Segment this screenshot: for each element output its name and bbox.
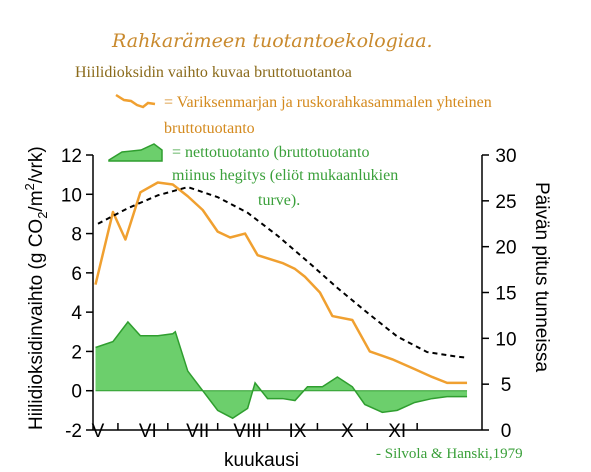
right-tick-label: 10 [495,329,516,350]
left-tick-label: 2 [71,342,82,363]
gross-line [94,181,468,385]
x-axis-label: kuukausi [224,450,299,471]
month-label: V [92,421,105,442]
left-tick-label: 6 [71,264,82,285]
legend-gross-label-2: bruttotuotanto [164,120,255,137]
month-label: VI [139,421,157,442]
left-axis-ticks: -2 0 2 4 6 8 10 12 [61,146,93,442]
chart-title: Rahkarämeen tuotantoekologiaa. [111,30,433,52]
bottom-axis: V VI VII VIII IX X XI [92,421,482,442]
right-tick-label: 0 [501,421,512,442]
right-axis: 0 5 10 15 20 25 30 [481,146,517,442]
source-credit: - Silvola & Hanski,1979 [376,446,523,462]
chart-subtitle: Hiilidioksidin vaihto kuvaa bruttotuotan… [75,64,352,81]
right-tick-label: 15 [495,284,516,305]
y-axis-label: Hiilidioksidinvaihto (g CO2/m2/vrk) [22,146,50,430]
month-label: VII [186,421,209,442]
right-tick-label: 20 [495,238,516,259]
legend-net-label-2: miinus hegitys (eliöt mukaanlukien [172,167,398,184]
legend-gross-swatch [115,93,156,109]
right-tick-label: 5 [501,375,512,396]
left-tick-label: 0 [71,382,82,403]
legend-gross-label: = Variksenmarjan ja ruskorahkasammalen y… [164,94,492,111]
net-line [95,320,468,420]
right-axis-ticks: 0 5 10 15 20 25 30 [482,146,517,442]
left-axis: -2 0 2 4 6 8 10 12 [61,146,94,442]
left-tick-label: 8 [71,225,82,246]
left-tick-label: 10 [61,185,82,206]
month-labels: V VI VII VIII IX X XI [92,421,418,442]
month-label: XI [388,421,406,442]
right-tick-label: 25 [495,192,516,213]
legend-net-swatch [108,143,163,162]
legend-net-label: = nettotuotanto (bruttotuotanto [172,144,369,161]
right-tick-label: 30 [495,146,516,167]
month-label: X [341,421,354,442]
left-tick-label: 12 [61,146,82,167]
month-label: IX [288,421,306,442]
legend: = Variksenmarjan ja ruskorahkasammalen y… [108,93,492,209]
net-area [95,321,468,419]
y2-axis-label: Päivän pitus tunneissa [531,182,552,373]
left-tick-label: 4 [71,303,82,324]
daylength-line [97,186,468,359]
left-tick-label: -2 [65,421,82,442]
plot-area [94,181,468,420]
month-label: VIII [233,421,262,442]
legend-net-label-3: turve). [258,192,300,209]
